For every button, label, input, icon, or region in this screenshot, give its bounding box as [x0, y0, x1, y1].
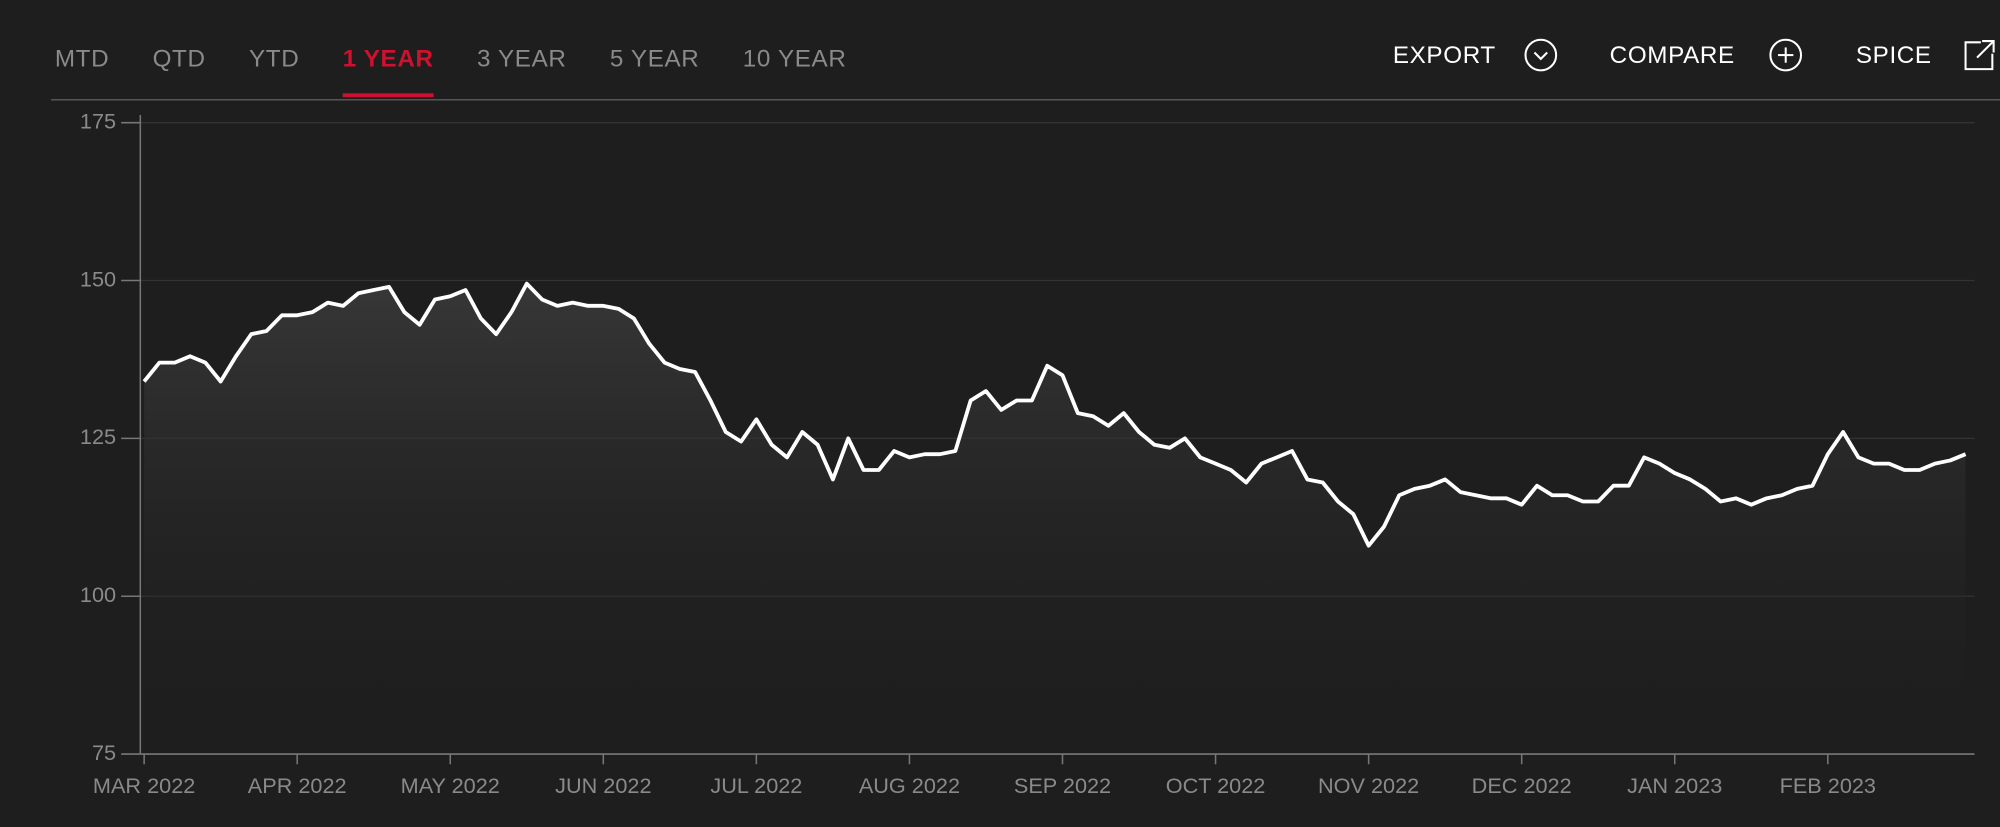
x-tick-label: NOV 2022	[1318, 773, 1419, 798]
tab[interactable]: MTD	[55, 46, 109, 73]
x-tick-label: APR 2022	[248, 773, 347, 798]
y-tick-label: 100	[80, 582, 116, 607]
active-underline	[342, 93, 434, 98]
area	[144, 283, 1966, 755]
tab[interactable]: QTD	[153, 46, 206, 73]
x-tick-label: SEP 2022	[1014, 773, 1111, 798]
x-tick-label: DEC 2022	[1472, 773, 1572, 798]
tab[interactable]: 3 YEAR	[477, 46, 567, 73]
compare-button[interactable]: COMPARE	[1610, 42, 1735, 69]
tab[interactable]: 1 YEAR	[343, 46, 434, 73]
x-tick-label: JUN 2022	[555, 773, 651, 798]
external-link-icon[interactable]	[1964, 40, 1995, 71]
tab[interactable]: YTD	[249, 46, 299, 73]
x-tick-label: MAY 2022	[401, 773, 500, 798]
export-icon[interactable]	[1524, 38, 1558, 72]
y-tick-label: 175	[80, 108, 116, 133]
spice-button[interactable]: SPICE	[1856, 42, 1932, 69]
x-tick-label: OCT 2022	[1166, 773, 1266, 798]
compare-icon[interactable]	[1769, 38, 1803, 72]
tab[interactable]: 5 YEAR	[610, 46, 700, 73]
y-tick-label: 125	[80, 424, 116, 449]
chart: 75 100 125 150 175 MAR 2022 APR 2022 MAY 2022 JU…	[80, 108, 1975, 798]
export-button[interactable]: EXPORT	[1393, 42, 1496, 69]
y-tick-label: 75	[92, 740, 116, 765]
x-tick-label: JAN 2023	[1627, 773, 1722, 798]
x-tick-label: MAR 2022	[93, 773, 195, 798]
x-tick-label: JUL 2022	[710, 773, 802, 798]
y-tick-label: 150	[80, 266, 116, 291]
x-tick-label: AUG 2022	[859, 773, 960, 798]
x-tick-label: FEB 2023	[1780, 773, 1876, 798]
price-line	[142, 281, 1967, 548]
tab-bar: MTD QTD YTD 1 YEAR 3 YEAR 5 YEAR 10 YEAR	[55, 46, 847, 98]
tab[interactable]: 10 YEAR	[743, 46, 847, 73]
